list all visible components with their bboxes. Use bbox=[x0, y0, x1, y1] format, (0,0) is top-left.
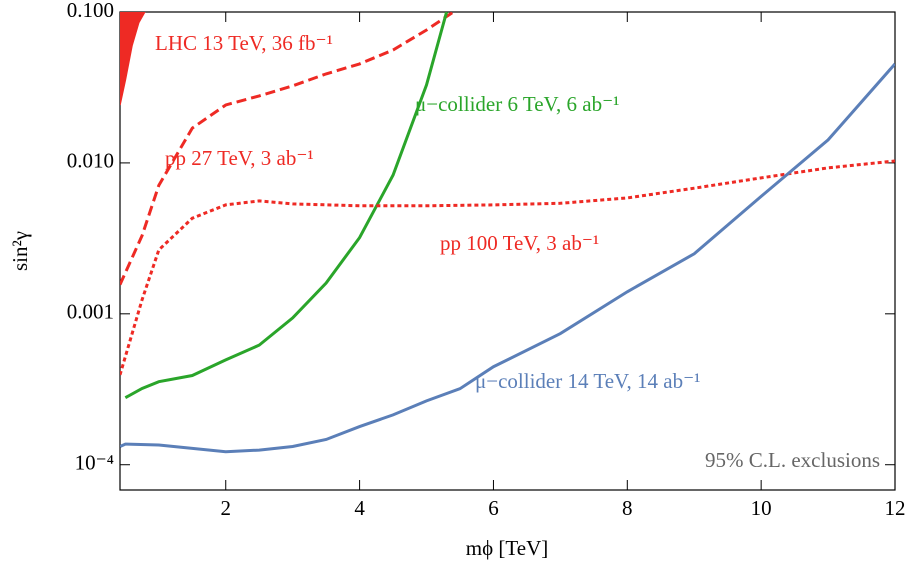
x-axis-label: mϕ [TeV] bbox=[466, 536, 548, 560]
series-label: pp 100 TeV, 3 ab⁻¹ bbox=[440, 231, 599, 255]
x-tick-label: 8 bbox=[622, 496, 633, 520]
x-tick-label: 2 bbox=[220, 496, 231, 520]
series-line bbox=[124, 12, 449, 400]
plot-frame bbox=[119, 11, 896, 491]
exclusion-area bbox=[120, 12, 146, 106]
series-label: μ−collider 14 TeV, 14 ab⁻¹ bbox=[475, 369, 700, 393]
y-tick-label: 0.100 bbox=[67, 0, 114, 22]
y-tick-label: 10⁻⁴ bbox=[75, 451, 114, 475]
x-tick-label: 10 bbox=[751, 496, 772, 520]
series-label: μ−collider 6 TeV, 6 ab⁻¹ bbox=[415, 92, 619, 116]
x-tick-label: 12 bbox=[885, 496, 906, 520]
y-tick-label: 0.010 bbox=[67, 149, 114, 173]
series-line bbox=[120, 12, 455, 286]
series-line bbox=[120, 159, 895, 376]
annotation: 95% C.L. exclusions bbox=[705, 448, 880, 472]
y-axis-label: sin²γ bbox=[8, 231, 32, 271]
series-line bbox=[120, 62, 895, 454]
y-tick-label: 0.001 bbox=[67, 300, 114, 324]
x-tick-label: 4 bbox=[354, 496, 365, 520]
x-tick-label: 6 bbox=[488, 496, 499, 520]
series-label: pp 27 TeV, 3 ab⁻¹ bbox=[165, 146, 314, 170]
series-label: LHC 13 TeV, 36 fb⁻¹ bbox=[155, 31, 333, 55]
